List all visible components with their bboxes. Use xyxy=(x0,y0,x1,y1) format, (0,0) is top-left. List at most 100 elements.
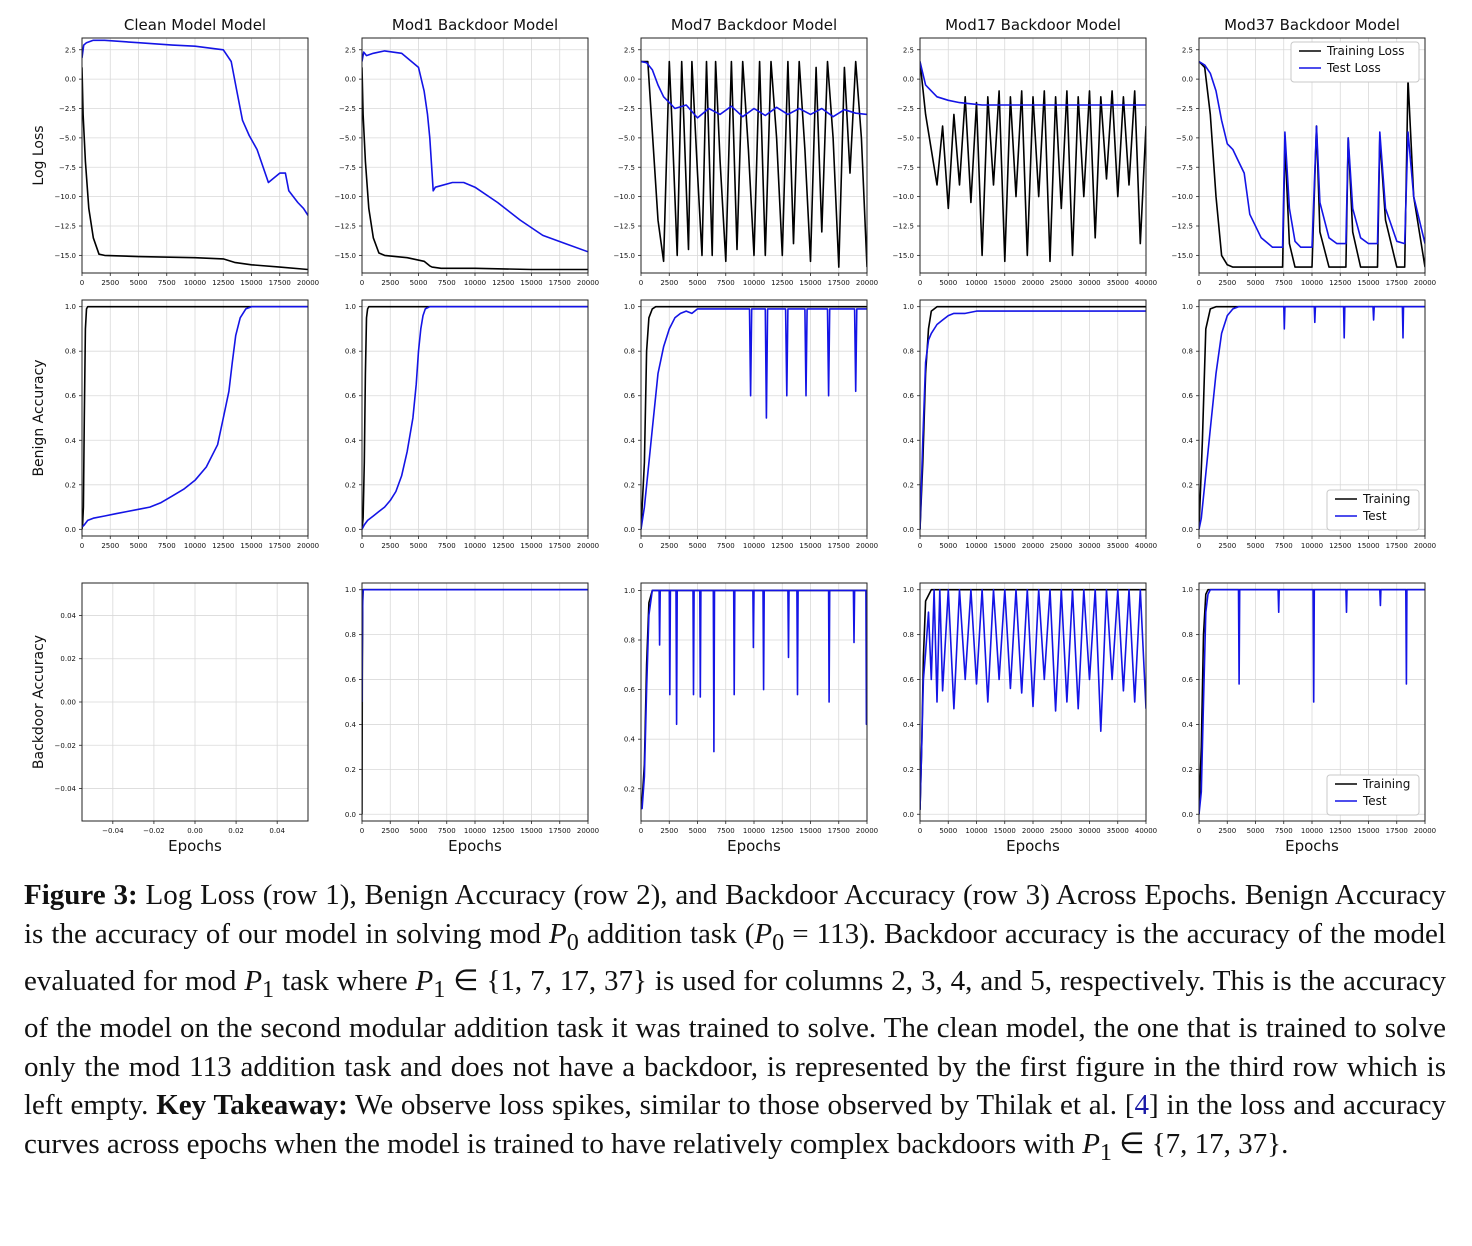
y-tick-label: −12.5 xyxy=(55,223,76,231)
y-tick-label: 1.0 xyxy=(903,586,914,594)
caption-figure-label: Figure 3: xyxy=(24,879,138,911)
x-tick-label: 30000 xyxy=(1078,279,1100,287)
x-axis-label: Epochs xyxy=(1285,837,1339,855)
y-tick-label: 0.2 xyxy=(1182,481,1193,489)
test-series-line xyxy=(641,308,867,530)
x-tick-label: 5000 xyxy=(689,279,707,287)
y-tick-label: 1.0 xyxy=(65,303,76,311)
x-tick-label: 20000 xyxy=(577,279,599,287)
x-tick-label: 7500 xyxy=(438,542,456,550)
y-tick-label: 0.8 xyxy=(1182,631,1193,639)
x-tick-label: 12500 xyxy=(492,542,514,550)
x-tick-label: −0.04 xyxy=(102,827,124,835)
subplot-0-0: 0 2500 5000 7500 10000 12500 15000 17500 20000 2.… xyxy=(31,16,319,287)
y-tick-label: 0.4 xyxy=(903,437,915,445)
x-tick-label: 12500 xyxy=(492,279,514,287)
legend-label: Training Loss xyxy=(1326,44,1404,58)
y-tick-label: −10.0 xyxy=(1172,193,1193,201)
row-label: Backdoor Accuracy xyxy=(31,635,47,769)
caption-text-7: ] in the loss and accuracy curves across… xyxy=(24,1089,1446,1160)
x-tick-label: 20000 xyxy=(856,279,878,287)
plot-frame xyxy=(919,37,1147,274)
plot-frame xyxy=(361,582,589,822)
training-series-line xyxy=(362,67,588,271)
x-tick-label: 10000 xyxy=(184,542,206,550)
y-tick-label: −5.0 xyxy=(339,134,356,142)
row-label: Benign Accuracy xyxy=(31,359,47,476)
x-tick-label: 17500 xyxy=(828,827,850,835)
y-tick-label: 0.0 xyxy=(1182,76,1193,84)
y-tick-label: −10.0 xyxy=(335,193,356,201)
x-tick-label: 5000 xyxy=(939,542,957,550)
y-tick-label: −7.5 xyxy=(1176,164,1193,172)
y-tick-label: 0.0 xyxy=(903,526,914,534)
x-tick-label: 0.02 xyxy=(228,827,244,835)
figure-caption: Figure 3: Log Loss (row 1), Benign Accur… xyxy=(24,876,1446,1172)
subplot-2-3: 0 5000 10000 15000 20000 25000 30000 35000 40000… xyxy=(903,582,1157,855)
y-tick-label: −7.5 xyxy=(339,164,356,172)
y-tick-label: 0.0 xyxy=(65,76,76,84)
test-series-line xyxy=(362,50,588,253)
x-tick-label: 10000 xyxy=(464,827,486,835)
y-tick-label: 0.00 xyxy=(60,699,76,707)
x-tick-label: 15000 xyxy=(994,279,1016,287)
x-tick-label: 0 xyxy=(918,827,922,835)
y-tick-label: 0.8 xyxy=(65,348,76,356)
test-series-line xyxy=(920,310,1146,530)
y-tick-label: 0.2 xyxy=(624,481,635,489)
caption-p1-subscript-3: 1 xyxy=(1099,1138,1112,1166)
y-tick-label: 0.4 xyxy=(624,736,636,744)
caption-p1-subscript: 1 xyxy=(262,975,275,1003)
x-tick-label: 15000 xyxy=(1357,279,1379,287)
x-tick-label: 15000 xyxy=(520,827,542,835)
y-tick-label: −15.0 xyxy=(55,252,76,260)
x-axis-label: Epochs xyxy=(168,837,222,855)
caption-p0-symbol-2: P xyxy=(754,917,773,950)
x-tick-label: 2500 xyxy=(660,827,678,835)
x-tick-label: 0 xyxy=(80,542,84,550)
x-tick-label: 10000 xyxy=(464,542,486,550)
x-axis-label: Epochs xyxy=(1006,837,1060,855)
x-tick-label: 0 xyxy=(918,542,922,550)
panel-title: Mod7 Backdoor Model xyxy=(671,16,837,34)
test-series-line xyxy=(641,589,867,810)
x-tick-label: 0 xyxy=(360,542,364,550)
x-tick-label: 7500 xyxy=(438,827,456,835)
y-tick-label: 0.6 xyxy=(624,392,636,400)
x-axis-label: Epochs xyxy=(448,837,502,855)
y-tick-label: 0.6 xyxy=(624,686,636,694)
caption-p0-subscript: 0 xyxy=(566,928,579,956)
x-tick-label: 2500 xyxy=(381,542,399,550)
x-tick-label: 17500 xyxy=(828,279,850,287)
subplot-0-2: 0 2500 5000 7500 10000 12500 15000 17500 20000 2.… xyxy=(614,16,879,287)
x-tick-label: 2500 xyxy=(381,279,399,287)
x-tick-label: 12500 xyxy=(212,279,234,287)
plot-frame xyxy=(1198,37,1426,274)
training-series-line xyxy=(82,67,308,271)
x-tick-label: 12500 xyxy=(1329,542,1351,550)
x-tick-label: 15000 xyxy=(799,542,821,550)
y-tick-label: −5.0 xyxy=(1176,134,1193,142)
y-tick-label: 0.4 xyxy=(65,437,77,445)
x-tick-label: 17500 xyxy=(1386,827,1408,835)
legend-label: Training xyxy=(1362,492,1410,506)
x-tick-label: 10000 xyxy=(1301,827,1323,835)
panel-title: Mod17 Backdoor Model xyxy=(945,16,1121,34)
legend-label: Test xyxy=(1362,794,1387,808)
y-tick-label: −10.0 xyxy=(893,193,914,201)
panel-title: Clean Model Model xyxy=(124,16,266,34)
x-tick-label: 12500 xyxy=(1329,279,1351,287)
x-tick-label: 0 xyxy=(1197,279,1201,287)
y-tick-label: 1.0 xyxy=(624,303,635,311)
x-tick-label: 5000 xyxy=(410,542,428,550)
x-tick-label: 5000 xyxy=(410,827,428,835)
training-series-line xyxy=(641,60,867,268)
y-tick-label: −2.5 xyxy=(339,105,356,113)
x-tick-label: 10000 xyxy=(965,827,987,835)
y-tick-label: 1.0 xyxy=(345,586,356,594)
plot-frame xyxy=(1198,299,1426,537)
x-tick-label: 2500 xyxy=(660,542,678,550)
y-tick-label: −5.0 xyxy=(59,134,76,142)
citation-link[interactable]: 4 xyxy=(1134,1089,1150,1122)
x-tick-label: 2500 xyxy=(101,279,119,287)
